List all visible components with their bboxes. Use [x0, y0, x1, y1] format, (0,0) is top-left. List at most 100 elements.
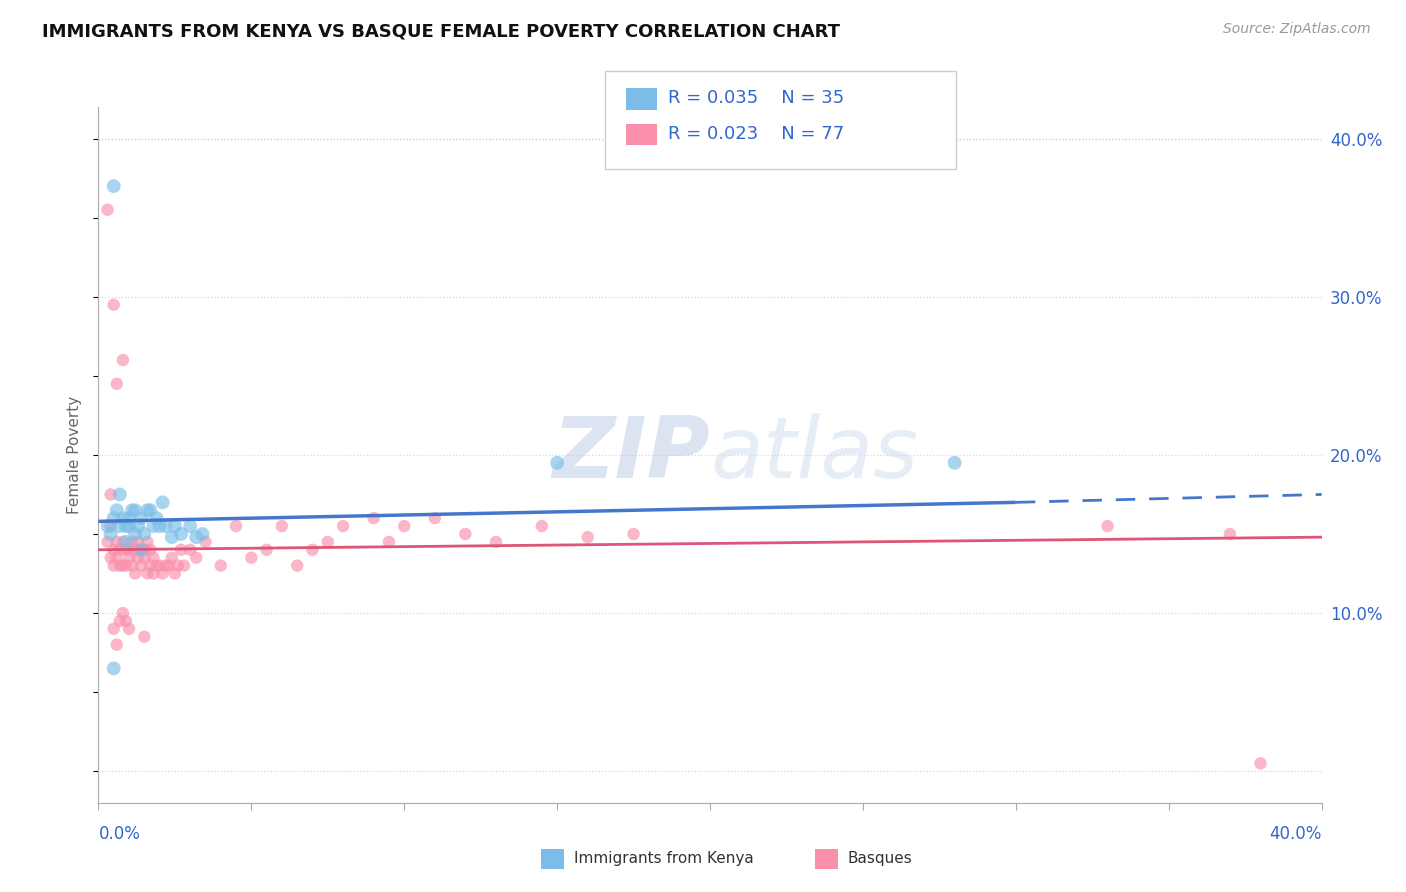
- Point: [111, 511, 134, 525]
- Point: [97, 534, 120, 549]
- Point: [124, 542, 146, 557]
- Point: [118, 519, 141, 533]
- Point: [118, 622, 141, 636]
- Point: [301, 542, 323, 557]
- Point: [1249, 756, 1271, 771]
- Point: [111, 558, 134, 573]
- Point: [142, 519, 165, 533]
- Point: [179, 519, 201, 533]
- Point: [103, 558, 125, 573]
- Point: [100, 519, 122, 533]
- Point: [97, 519, 120, 533]
- Text: Source: ZipAtlas.com: Source: ZipAtlas.com: [1223, 22, 1371, 37]
- Point: [105, 550, 128, 565]
- Point: [256, 542, 278, 557]
- Point: [285, 558, 308, 573]
- Point: [157, 558, 180, 573]
- Point: [173, 558, 195, 573]
- Point: [100, 487, 122, 501]
- Point: [191, 527, 214, 541]
- Point: [392, 519, 416, 533]
- Point: [134, 527, 156, 541]
- Point: [100, 527, 122, 541]
- Text: ZIP: ZIP: [553, 413, 710, 497]
- Text: atlas: atlas: [710, 413, 918, 497]
- Point: [145, 511, 167, 525]
- Point: [103, 542, 125, 557]
- Point: [160, 550, 183, 565]
- Point: [209, 558, 232, 573]
- Text: 0.0%: 0.0%: [98, 825, 141, 843]
- Point: [270, 519, 292, 533]
- Point: [142, 550, 165, 565]
- Point: [225, 519, 247, 533]
- Point: [149, 519, 172, 533]
- Point: [179, 542, 201, 557]
- Point: [103, 179, 125, 194]
- Point: [186, 530, 208, 544]
- Point: [121, 534, 143, 549]
- Point: [129, 542, 152, 557]
- Point: [139, 503, 162, 517]
- Point: [142, 566, 165, 581]
- Point: [108, 487, 131, 501]
- Point: [332, 519, 354, 533]
- Point: [121, 503, 143, 517]
- Point: [167, 558, 190, 573]
- Point: [105, 503, 128, 517]
- Point: [111, 606, 134, 620]
- Point: [124, 503, 146, 517]
- Point: [149, 558, 172, 573]
- Point: [163, 519, 186, 533]
- Point: [136, 503, 159, 517]
- Point: [121, 558, 143, 573]
- Point: [152, 495, 174, 509]
- Point: [623, 527, 645, 541]
- Point: [136, 534, 159, 549]
- Point: [127, 550, 149, 565]
- Point: [134, 542, 156, 557]
- Point: [105, 534, 128, 549]
- Point: [105, 638, 128, 652]
- Point: [170, 542, 193, 557]
- Point: [134, 550, 156, 565]
- Point: [1219, 527, 1241, 541]
- Point: [363, 511, 385, 525]
- Point: [240, 550, 263, 565]
- Text: 40.0%: 40.0%: [1270, 825, 1322, 843]
- Point: [103, 298, 125, 312]
- Point: [194, 534, 217, 549]
- Point: [139, 542, 162, 557]
- Point: [943, 456, 966, 470]
- Point: [118, 542, 141, 557]
- Point: [423, 511, 446, 525]
- Point: [160, 530, 183, 544]
- Point: [378, 534, 401, 549]
- Point: [124, 527, 146, 541]
- Point: [129, 558, 152, 573]
- Point: [103, 511, 125, 525]
- Text: Immigrants from Kenya: Immigrants from Kenya: [574, 851, 754, 865]
- Point: [186, 550, 208, 565]
- Point: [163, 566, 186, 581]
- Point: [316, 534, 339, 549]
- Point: [170, 527, 193, 541]
- Point: [108, 542, 131, 557]
- Point: [129, 542, 152, 557]
- Point: [134, 630, 156, 644]
- Point: [108, 519, 131, 533]
- Point: [115, 614, 138, 628]
- Text: R = 0.035    N = 35: R = 0.035 N = 35: [668, 89, 844, 107]
- Text: IMMIGRANTS FROM KENYA VS BASQUE FEMALE POVERTY CORRELATION CHART: IMMIGRANTS FROM KENYA VS BASQUE FEMALE P…: [42, 22, 841, 40]
- Point: [155, 519, 177, 533]
- Point: [103, 661, 125, 675]
- Point: [485, 534, 508, 549]
- Point: [454, 527, 477, 541]
- Point: [1097, 519, 1119, 533]
- Point: [136, 566, 159, 581]
- Point: [105, 376, 128, 391]
- Text: Basques: Basques: [848, 851, 912, 865]
- Text: R = 0.023    N = 77: R = 0.023 N = 77: [668, 125, 844, 143]
- Point: [108, 614, 131, 628]
- Point: [129, 511, 152, 525]
